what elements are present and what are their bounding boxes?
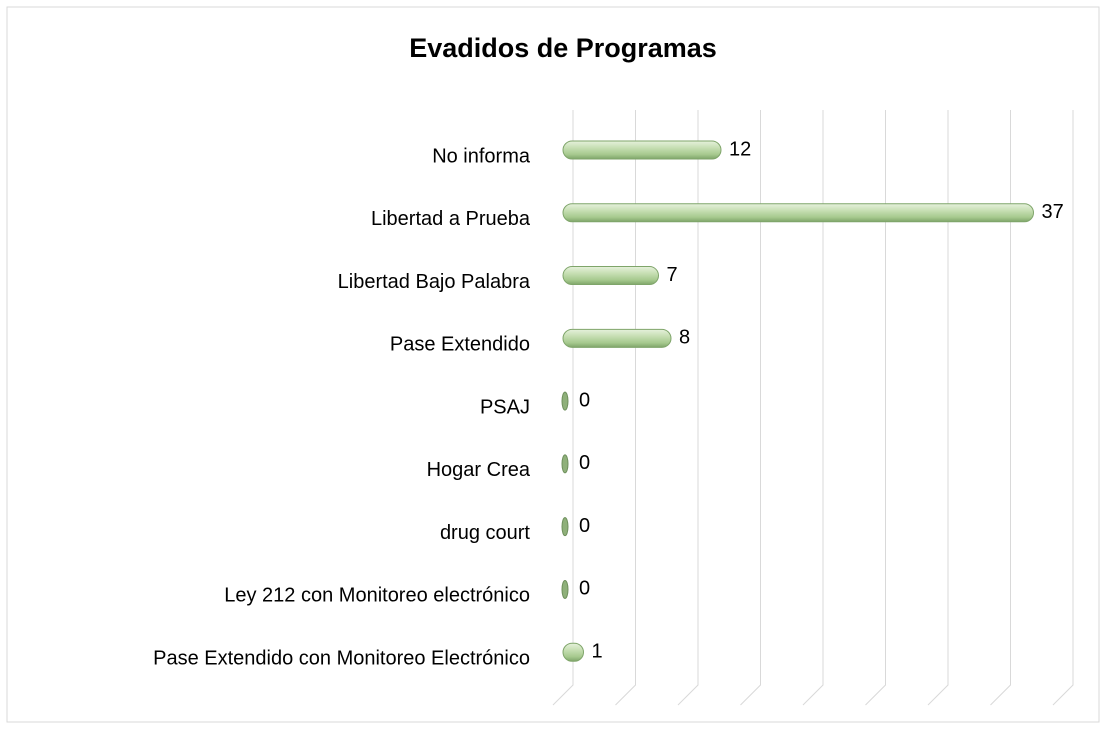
data-label: 0 [579,389,590,411]
grid-line [1052,110,1074,706]
grid-line [740,110,761,706]
grid-line [865,110,886,706]
bar [562,328,672,348]
y-tick-label: PSAJ [480,396,530,418]
data-label: 0 [579,578,590,600]
chart-title: Evadidos de Programas [409,33,717,63]
grid-line [677,110,699,706]
bar [561,517,569,537]
data-label: 8 [679,327,690,349]
grid-line [927,110,949,706]
data-label: 7 [667,264,678,286]
bar [562,203,1034,223]
bar [562,266,659,286]
grid-line [802,110,824,706]
y-tick-label: Ley 212 con Monitoreo electrónico [224,585,530,607]
bar [562,140,722,160]
grid-line [552,110,574,706]
y-tick-label: drug court [440,522,530,544]
bar [561,391,569,411]
data-label: 0 [579,452,590,474]
grid-line [615,110,636,706]
data-label: 12 [729,138,751,160]
data-label: 0 [579,515,590,537]
y-tick-label: No informa [432,145,531,167]
data-label: 1 [592,641,603,663]
y-tick-label: Libertad a Prueba [371,208,531,230]
y-tick-label: Hogar Crea [427,459,531,481]
y-tick-label: Pase Extendido [390,334,530,356]
chart-frame [6,6,1100,723]
bar [561,579,569,599]
y-tick-label: Pase Extendido con Monitoreo Electrónico [153,648,530,670]
bar [562,642,584,662]
y-tick-label: Libertad Bajo Palabra [338,271,531,293]
grid-line [990,110,1011,706]
data-label: 37 [1042,201,1064,223]
bar [561,454,569,474]
